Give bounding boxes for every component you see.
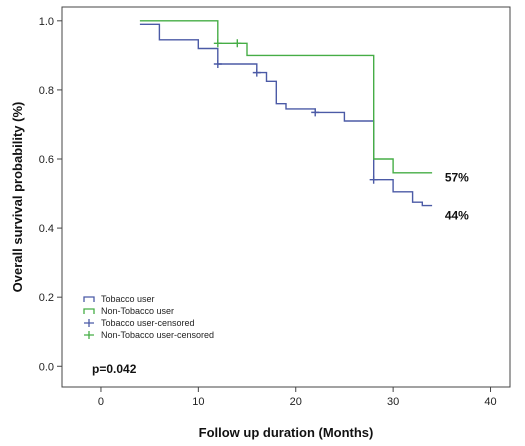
p-value-label: p=0.042 (92, 362, 137, 376)
legend-marker-swatch (84, 331, 94, 339)
survival-percent-label: 44% (445, 208, 469, 222)
x-tick-label: 20 (290, 396, 302, 408)
y-tick-label: 1.0 (39, 16, 54, 28)
y-tick-label: 0.0 (39, 361, 54, 373)
y-axis: 0.0 0.2 0.4 0.6 0.8 1.0 (39, 16, 62, 373)
legend-marker-swatch (84, 319, 94, 327)
x-tick-label: 40 (484, 396, 496, 408)
x-tick-label: 0 (98, 396, 104, 408)
x-axis: 0 10 20 30 40 (98, 387, 497, 408)
survival-percent-label: 57% (445, 170, 469, 184)
tobacco-censor-mark (369, 175, 378, 184)
tobacco-censor-mark (213, 60, 222, 68)
series-group (139, 20, 433, 207)
y-axis-label: Overall survival probability (%) (10, 102, 25, 293)
x-tick-label: 30 (387, 396, 399, 408)
legend-label: Non-Tobacco user-censored (101, 330, 214, 340)
y-tick-label: 0.6 (39, 154, 54, 166)
legend-label: Tobacco user-censored (101, 318, 195, 328)
y-tick-label: 0.2 (39, 292, 54, 304)
legend-label: Tobacco user (101, 294, 155, 304)
y-tick-label: 0.4 (39, 223, 54, 235)
legend-label: Non-Tobacco user (101, 306, 174, 316)
annotations: 57% 44% p=0.042 (92, 170, 469, 376)
y-tick-label: 0.8 (39, 85, 54, 97)
tobacco-censor-mark (252, 68, 261, 77)
non-tobacco-censor-mark (213, 39, 222, 48)
non-tobacco-survival-line (139, 20, 433, 174)
legend: Tobacco user Non-Tobacco user Tobacco user… (83, 294, 214, 340)
x-axis-label: Follow up duration (Months) (199, 425, 374, 440)
x-tick-label: 10 (192, 396, 204, 408)
legend-line-swatch (83, 308, 95, 314)
plot-frame (61, 6, 511, 388)
legend-line-swatch (83, 296, 95, 302)
non-tobacco-censor-mark (233, 39, 242, 48)
tobacco-survival-line (139, 23, 433, 207)
tobacco-censor-mark (311, 108, 320, 117)
